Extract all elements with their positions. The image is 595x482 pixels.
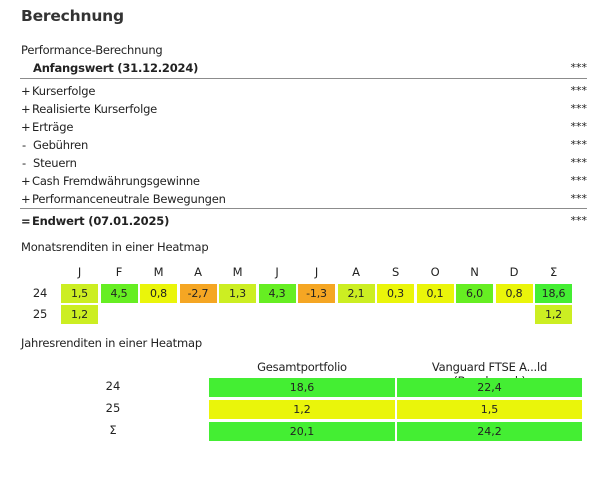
heatmap-cell: 0,8 [140,284,177,303]
perf-item-value: *** [570,174,588,187]
perf-item-sign: - [22,138,26,152]
year-row-label: 24 [32,286,48,300]
divider-bottom [20,208,587,209]
perf-item-value: *** [570,102,588,115]
month-header: D [509,265,519,279]
perf-item-value: *** [570,84,588,97]
perf-item-value: *** [570,192,588,205]
yearly-row-label: 25 [105,401,121,415]
month-header: N [470,265,479,279]
month-header: A [194,265,202,279]
perf-item-value: *** [570,138,588,151]
yearly-heatmap-cell: 22,4 [397,378,582,397]
heatmap-cell: 6,0 [456,284,493,303]
heatmap-cell: 0,3 [377,284,414,303]
heatmap-cell: 1,2 [535,305,572,324]
yearly-row-label: Σ [109,423,117,437]
yearly-heatmap-cell: 20,1 [209,422,395,441]
month-header: O [430,265,440,279]
perf-item-label: Gebühren [33,138,89,152]
month-header: Σ [549,265,558,279]
year-row-label: 25 [32,307,48,321]
monthly-heatmap-title: Monatsrenditen in einer Heatmap [21,240,209,254]
yearly-heatmap-title: Jahresrenditen in einer Heatmap [21,336,202,350]
month-header: A [352,265,360,279]
month-header: J [314,265,319,279]
heatmap-cell: 2,1 [337,284,375,303]
performance-header: Performance-Berechnung [21,43,163,57]
yearly-heatmap-cell: 1,2 [209,400,395,419]
page-title: Berechnung [21,7,124,25]
perf-item-sign: + [21,174,31,188]
month-header: J [77,265,82,279]
month-header: F [115,265,123,279]
yearly-column-header: Gesamtportfolio [257,360,347,374]
yearly-heatmap-cell: 24,2 [397,422,582,441]
end-value: *** [570,214,588,227]
yearly-heatmap-cell: 18,6 [209,378,395,397]
heatmap-cell: 4,3 [258,284,296,303]
heatmap-cell: -2,7 [179,284,217,303]
heatmap-cell: 0,1 [416,284,454,303]
perf-item-label: Kurserfolge [32,84,96,98]
month-header: M [153,265,164,279]
heatmap-cell: 18,6 [535,284,572,303]
end-value-sign: = [21,214,31,228]
perf-item-sign: + [21,120,31,134]
perf-item-value: *** [570,156,588,169]
perf-item-value: *** [570,120,588,133]
yearly-heatmap-cell: 1,5 [397,400,582,419]
perf-item-sign: + [21,192,31,206]
month-header: S [391,265,400,279]
heatmap-cell: 0,8 [495,284,533,303]
heatmap-cell: 1,3 [219,284,256,303]
perf-item-label: Realisierte Kurserfolge [32,102,158,116]
yearly-row-label: 24 [105,379,121,393]
heatmap-cell: -1,3 [298,284,335,303]
heatmap-cell: 4,5 [100,284,138,303]
perf-item-sign: - [22,156,26,170]
heatmap-cell: 1,2 [61,305,98,324]
perf-item-label: Erträge [32,120,74,134]
perf-item-sign: + [21,102,31,116]
perf-item-label: Performanceneutrale Bewegungen [32,192,226,206]
divider-top [20,78,587,79]
start-value: *** [570,61,588,74]
perf-item-label: Cash Fremdwährungsgewinne [32,174,200,188]
month-header: M [232,265,243,279]
perf-item-label: Steuern [33,156,77,170]
heatmap-cell: 1,5 [61,284,98,303]
end-value-label: Endwert (07.01.2025) [32,214,170,228]
month-header: J [275,265,279,279]
perf-item-sign: + [21,84,31,98]
start-value-label: Anfangswert (31.12.2024) [33,61,199,75]
